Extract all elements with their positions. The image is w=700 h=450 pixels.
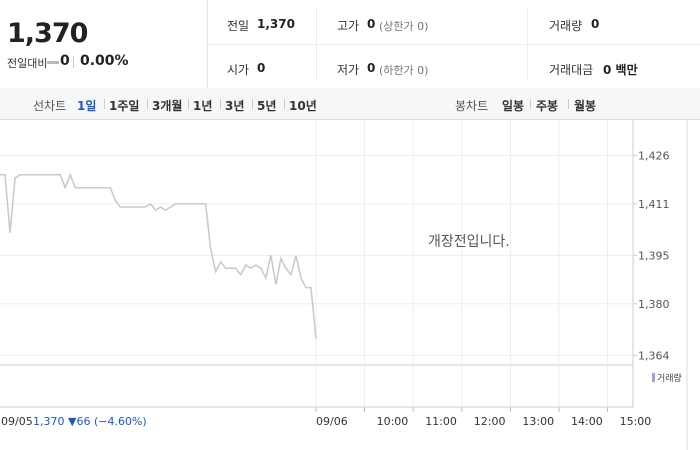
col-divider: [316, 8, 317, 80]
volume-legend-icon: [652, 373, 655, 382]
y-tick-label: 1,364: [638, 349, 670, 362]
x-tick-label: 10:00: [377, 415, 409, 428]
period-tab[interactable]: 3개월: [152, 99, 183, 113]
x-tick-label: 14:00: [571, 415, 603, 428]
stat-note: (상한가 0): [379, 20, 429, 33]
stat-label: 거래량: [549, 19, 583, 33]
chart: 1,426 1,411 1,395 1,380 1,364 09/06 10:00 11:00…: [0, 120, 688, 450]
volume-label: 거래량: [657, 372, 682, 384]
stat-value: 0: [257, 61, 266, 75]
y-tick-label: 1,380: [638, 298, 670, 311]
x-tick-label: 13:00: [522, 415, 554, 428]
chart-tabs: 선차트 1일 1주일 3개월 1년 3년 5년 10년 봉차트 일봉 주봉 월봉: [0, 88, 700, 120]
change: 0: [60, 53, 70, 69]
stat-label: 전일: [227, 19, 250, 33]
tab-group-label: 봉차트: [455, 99, 489, 113]
period-tab[interactable]: 1년: [193, 99, 213, 113]
stat-label: 고가: [337, 19, 360, 33]
tab-sep: [188, 99, 189, 109]
candle-tab[interactable]: 주봉: [536, 99, 559, 113]
tab-sep: [147, 99, 148, 109]
tab-sep: [284, 99, 285, 109]
stat-value: 0 백만: [603, 63, 638, 77]
tab-group-label: 선차트: [33, 99, 67, 113]
period-tab[interactable]: 5년: [257, 99, 277, 113]
change-label: 전일대비: [7, 57, 48, 70]
x-tick-label: 09/06: [316, 415, 348, 428]
current-price: 1,370: [7, 18, 88, 49]
stat-value: 0: [367, 61, 376, 75]
period-tab[interactable]: 1일: [77, 99, 97, 113]
stat-label: 거래대금: [549, 63, 594, 77]
tab-sep: [220, 99, 221, 109]
prev-date: 09/05: [1, 415, 33, 428]
stat-label: 저가: [337, 63, 360, 77]
prev-summary: 1,370 ▼66 (−4.60%): [33, 415, 147, 428]
stat-value: 1,370: [257, 17, 295, 31]
stat-value: 0: [591, 17, 600, 31]
x-tick-label: 11:00: [425, 415, 457, 428]
stat-value: 0: [367, 17, 376, 31]
col-divider: [527, 8, 528, 80]
tab-sep: [252, 99, 253, 109]
stat-note: (하한가 0): [379, 64, 429, 77]
candle-tab[interactable]: 월봉: [574, 99, 597, 113]
candle-tab[interactable]: 일봉: [502, 99, 525, 113]
period-tab[interactable]: 10년: [289, 99, 317, 113]
stat-label: 시가: [227, 63, 250, 77]
tab-sep: [104, 99, 105, 109]
tab-sep: [568, 99, 569, 109]
price-box: 1,370 전일대비 0 0.00%: [0, 0, 208, 88]
row-divider: [208, 44, 700, 45]
y-tick-label: 1,411: [638, 198, 670, 211]
status-message: 개장전입니다.: [428, 234, 510, 250]
tab-sep: [530, 99, 531, 109]
period-tab[interactable]: 1주일: [109, 99, 140, 113]
quote-header: 1,370 전일대비 0 0.00% 전일 1,370 고가 0 (상한가 0) 거래량 0…: [0, 0, 700, 89]
change-rate: 0.00%: [80, 53, 129, 69]
price-line: [0, 172, 317, 340]
flat-icon: [47, 61, 59, 64]
x-tick-label: 15:00: [620, 415, 652, 428]
y-tick-label: 1,395: [638, 249, 670, 262]
x-tick-label: 12:00: [474, 415, 506, 428]
divider: [73, 56, 74, 68]
period-tab[interactable]: 3년: [225, 99, 245, 113]
y-tick-label: 1,426: [638, 149, 670, 162]
